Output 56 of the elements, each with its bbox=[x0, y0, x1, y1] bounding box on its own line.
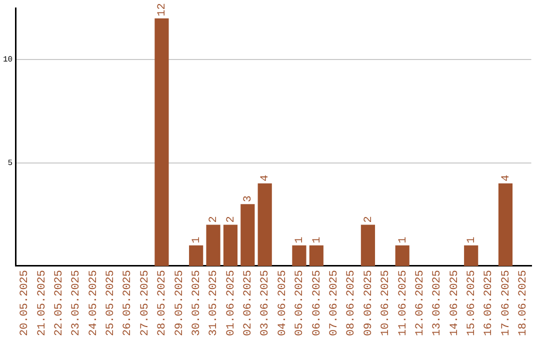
x-tick-label: 04.06.2025 bbox=[276, 270, 289, 336]
data-label: 1 bbox=[466, 236, 478, 244]
bar bbox=[395, 245, 410, 266]
x-tick-label: 22.05.2025 bbox=[53, 270, 66, 336]
data-label: 1 bbox=[311, 236, 324, 244]
x-tick-label: 30.05.2025 bbox=[190, 270, 203, 336]
x-tick-label: 05.06.2025 bbox=[294, 270, 306, 336]
x-tick-label: 14.06.2025 bbox=[448, 270, 461, 336]
x-tick-label: 12.06.2025 bbox=[414, 270, 426, 336]
bar bbox=[464, 245, 478, 266]
data-label: 4 bbox=[260, 174, 272, 182]
x-tick-label: 25.05.2025 bbox=[105, 270, 118, 336]
x-tick-label: 31.05.2025 bbox=[208, 270, 220, 336]
x-tick-label: 23.05.2025 bbox=[70, 270, 83, 336]
y-tick-label: 10 bbox=[2, 56, 13, 65]
bar bbox=[154, 18, 169, 266]
x-tick-label: 28.05.2025 bbox=[156, 270, 169, 336]
x-tick-label: 07.06.2025 bbox=[328, 270, 340, 336]
bar bbox=[223, 224, 238, 266]
x-tick-label: 01.06.2025 bbox=[225, 270, 238, 336]
x-tick-label: 02.06.2025 bbox=[242, 270, 255, 336]
x-tick-label: 08.06.2025 bbox=[346, 270, 358, 336]
x-tick-label: 24.05.2025 bbox=[88, 270, 100, 336]
y-tick-label: 5 bbox=[8, 158, 13, 168]
bar bbox=[498, 183, 513, 266]
bar bbox=[309, 245, 324, 266]
bar bbox=[292, 245, 306, 266]
data-label: 1 bbox=[294, 236, 306, 244]
x-tick-label: 26.05.2025 bbox=[122, 270, 134, 336]
data-label: 3 bbox=[242, 195, 255, 202]
bar bbox=[360, 224, 376, 266]
x-tick-label: 03.06.2025 bbox=[260, 270, 272, 336]
x-tick-label: 10.06.2025 bbox=[380, 270, 392, 336]
x-tick-label: 09.06.2025 bbox=[362, 270, 375, 336]
x-tick-label: 16.06.2025 bbox=[483, 270, 496, 336]
data-label: 1 bbox=[397, 236, 410, 244]
x-tick-label: 11.06.2025 bbox=[397, 270, 410, 336]
bar bbox=[258, 183, 272, 266]
data-label: 2 bbox=[208, 216, 220, 223]
x-tick-label: 18.06.2025 bbox=[518, 270, 530, 336]
x-tick-label: 17.06.2025 bbox=[500, 270, 512, 336]
bar bbox=[206, 224, 220, 266]
x-tick-label: 15.06.2025 bbox=[466, 270, 478, 336]
data-label: 12 bbox=[156, 3, 169, 16]
bar bbox=[189, 245, 204, 266]
x-tick-label: 27.05.2025 bbox=[139, 270, 152, 336]
data-label: 2 bbox=[225, 216, 238, 223]
x-tick-label: 13.06.2025 bbox=[432, 270, 444, 336]
data-label: 2 bbox=[362, 216, 375, 223]
x-tick-label: 21.05.2025 bbox=[36, 270, 48, 336]
x-tick-label: 06.06.2025 bbox=[311, 270, 324, 336]
data-label: 4 bbox=[500, 174, 512, 182]
x-tick-label: 20.05.2025 bbox=[19, 270, 32, 336]
x-tick-label: 29.05.2025 bbox=[174, 270, 186, 336]
data-label: 1 bbox=[190, 236, 203, 244]
bar bbox=[240, 204, 255, 266]
